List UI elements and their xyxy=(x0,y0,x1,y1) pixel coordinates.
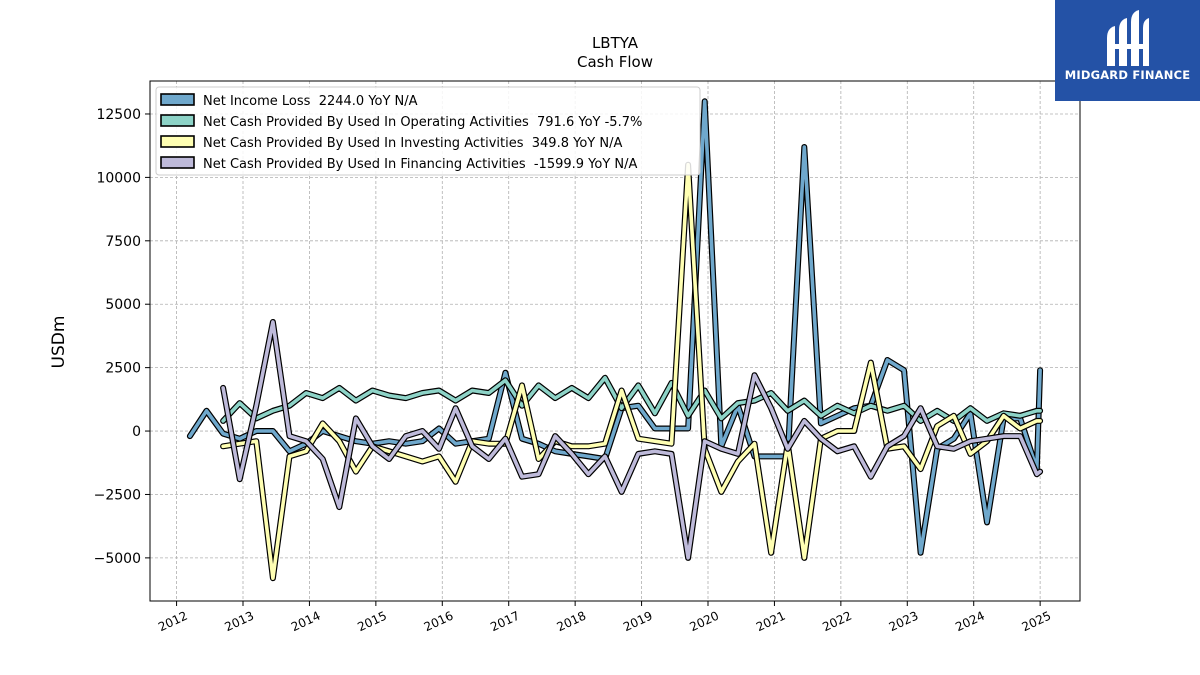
y-tick-label: 12500 xyxy=(96,107,141,123)
y-tick-label: 0 xyxy=(132,424,141,440)
chart-title: LBTYA xyxy=(592,34,639,52)
legend-label: Net Cash Provided By Used In Investing A… xyxy=(203,136,622,151)
y-tick-label: −2500 xyxy=(94,487,141,503)
brand-logo: MIDGARD FINANCE xyxy=(1055,0,1200,101)
legend-swatch xyxy=(160,93,195,106)
legend-label: Net Cash Provided By Used In Operating A… xyxy=(203,115,642,130)
x-axis: 2012 2013 2014 2015 2016 2017 2018 2019 2020 2021… xyxy=(156,601,1053,634)
midgard-logo-icon xyxy=(1107,10,1149,66)
y-tick-label: −5000 xyxy=(94,551,141,567)
series-line xyxy=(221,162,1042,581)
x-tick-label: 2020 xyxy=(688,609,722,635)
chart-subtitle: Cash Flow xyxy=(577,53,653,71)
x-tick-label: 2023 xyxy=(887,609,921,635)
x-tick-label: 2024 xyxy=(953,609,987,635)
legend-swatch xyxy=(160,135,195,148)
x-tick-label: 2013 xyxy=(223,609,257,635)
x-tick-label: 2019 xyxy=(621,609,655,635)
x-tick-label: 2021 xyxy=(754,609,788,635)
x-tick-label: 2025 xyxy=(1020,609,1054,635)
legend-swatch xyxy=(160,114,195,127)
x-tick-label: 2017 xyxy=(488,609,522,635)
x-tick-label: 2022 xyxy=(820,609,854,635)
y-tick-label: 5000 xyxy=(105,297,141,313)
x-tick-label: 2014 xyxy=(289,609,323,635)
x-tick-label: 2012 xyxy=(156,609,190,635)
series-line xyxy=(221,320,1042,560)
legend-box xyxy=(155,86,701,176)
plot-frame xyxy=(149,80,1081,602)
y-axis-label: USDm xyxy=(49,316,69,369)
series-4 xyxy=(220,319,1044,561)
legend-label: Net Cash Provided By Used In Financing A… xyxy=(203,157,638,172)
y-tick-label: 2500 xyxy=(105,361,141,377)
x-tick-label: 2018 xyxy=(555,609,589,635)
x-tick-label: 2015 xyxy=(355,609,389,635)
legend-label: Net Income Loss 2244.0 YoY N/A xyxy=(203,94,418,109)
y-tick-label: 7500 xyxy=(105,234,141,250)
legend: Net Income Loss 2244.0 YoY N/A Net Cash P… xyxy=(155,86,701,176)
brand-name: MIDGARD FINANCE xyxy=(1064,68,1191,82)
y-tick-label: 10000 xyxy=(96,170,141,186)
series-3 xyxy=(220,161,1044,582)
legend-swatch xyxy=(160,156,195,169)
series-layer xyxy=(186,98,1044,582)
y-axis: −5000 −2500 0 2500 5000 7500 10000 12500 xyxy=(94,107,150,567)
x-tick-label: 2016 xyxy=(422,609,456,635)
